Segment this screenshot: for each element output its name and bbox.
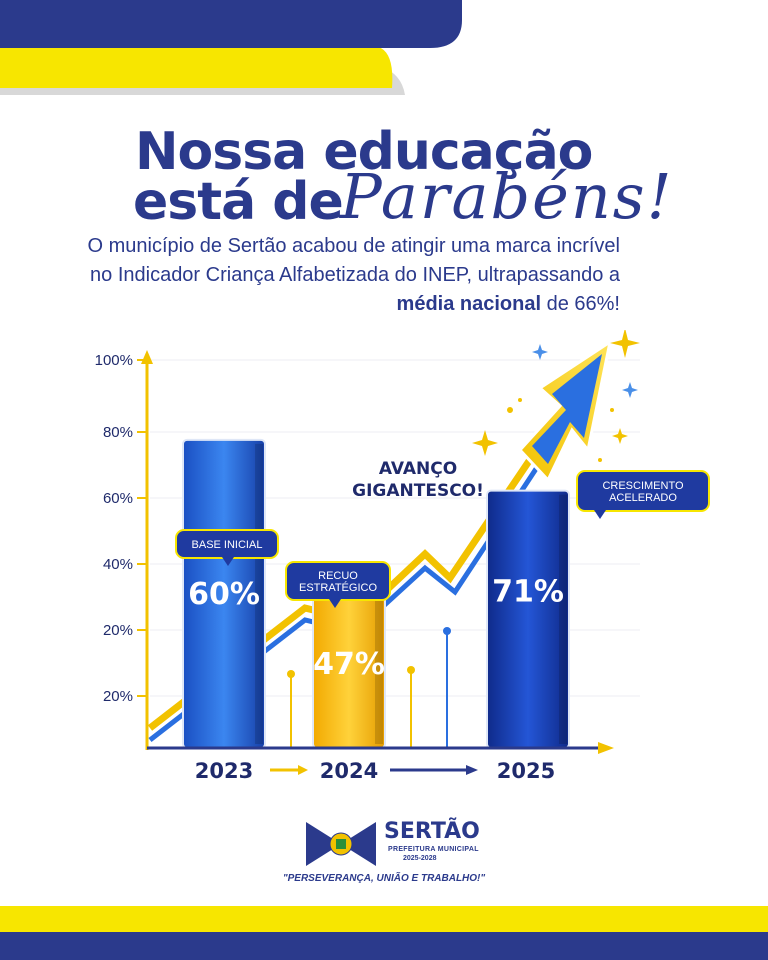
sparkle-icon: [532, 344, 548, 360]
sparkle-icon: [622, 382, 638, 398]
bar-2025: [486, 489, 570, 749]
sparkle-icon: [610, 330, 640, 358]
callout-tail: [594, 510, 606, 519]
year-arrows: [270, 765, 478, 775]
bar-side-shade: [255, 443, 263, 744]
logo-subtitle: PREFEITURA MUNICIPAL: [388, 846, 479, 853]
banner-navy-band: [0, 0, 462, 48]
headline: Nossa educação está de Parabéns!: [0, 112, 768, 233]
y-tick-label: 80%: [103, 424, 133, 441]
logo-motto: "PERSEVERANÇA, UNIÃO E TRABALHO!": [282, 873, 486, 884]
sparkle-icon: [472, 430, 498, 456]
sparkles: [472, 330, 640, 462]
value-label-2023: 60%: [188, 577, 260, 612]
y-tick-label: 20%: [103, 688, 133, 705]
value-label-2025: 71%: [492, 574, 564, 609]
top-banner: [0, 0, 462, 95]
sparkle-icon: [612, 428, 628, 444]
banner-yellow-band: [0, 46, 393, 88]
callout-tail: [222, 557, 234, 566]
decor-pins: [287, 627, 451, 748]
callout-box: [576, 470, 710, 512]
sparkle-dot: [518, 398, 522, 402]
annotation-line-2: GIGANTESCO!: [352, 481, 484, 501]
sparkle-dot: [598, 458, 602, 462]
subtitle: O município de Sertão acabou de atingir …: [60, 232, 621, 319]
sparkle-dot: [507, 407, 513, 413]
x-tick-label-2024: 2024: [320, 759, 378, 783]
bottom-navy-band: [0, 932, 768, 960]
y-tick-label: 100%: [95, 352, 133, 369]
bar-chart: 20%20%40%60%80%100% 60%47%71% 2023 2024 20…: [95, 330, 710, 783]
bottom-yellow-band: [0, 906, 768, 932]
bar-side-shade: [375, 584, 383, 744]
logo-block: SERTÃO PREFEITURA MUNICIPAL 2025-2028 "P…: [0, 815, 768, 890]
x-axis-arrow: [598, 742, 614, 754]
subtitle-part-1: O município de Sertão acabou de atingir …: [87, 235, 621, 286]
y-axis-arrow: [141, 350, 153, 364]
bottom-bands: [0, 906, 768, 960]
x-tick-labels: 2023 2024 2025: [195, 759, 555, 783]
callout-text: BASE INICIAL: [192, 539, 263, 551]
value-label-2024: 47%: [313, 647, 385, 682]
y-tick-label: 40%: [103, 556, 133, 573]
trend-arrow: [147, 338, 613, 742]
y-tick-label: 60%: [103, 490, 133, 507]
y-tick-label: 20%: [103, 622, 133, 639]
sparkle-dot: [610, 408, 614, 412]
headline-script: Parabéns!: [340, 160, 674, 233]
logo-term: 2025-2028: [403, 855, 437, 862]
bar-side-shade: [559, 494, 567, 744]
headline-line-2: está de: [133, 172, 344, 232]
callout-text: CRESCIMENTO: [602, 480, 684, 492]
coat-of-arms-icon: [306, 822, 376, 866]
callout-tail: [329, 599, 341, 608]
trend-arrow-inner: [532, 354, 602, 464]
x-tick-label-2025: 2025: [497, 759, 555, 783]
value-labels: 60% 47% 71%: [188, 574, 564, 682]
y-tick-labels: 20% 20% 40% 60% 80% 100%: [95, 352, 147, 705]
callout-text: ESTRATÉGICO: [299, 581, 377, 594]
callout-text: RECUO: [318, 570, 358, 582]
subtitle-part-2: de 66%!: [541, 293, 620, 315]
x-tick-label-2023: 2023: [195, 759, 253, 783]
headline-line-1: Nossa educação: [135, 122, 593, 182]
logo-name: SERTÃO: [384, 819, 480, 844]
annotation-line-1: AVANÇO: [379, 459, 457, 479]
subtitle-bold: média nacional: [396, 293, 542, 315]
bars: [182, 438, 570, 750]
trend-line-blue: [148, 438, 558, 742]
callout-text: ACELERADO: [609, 492, 677, 504]
